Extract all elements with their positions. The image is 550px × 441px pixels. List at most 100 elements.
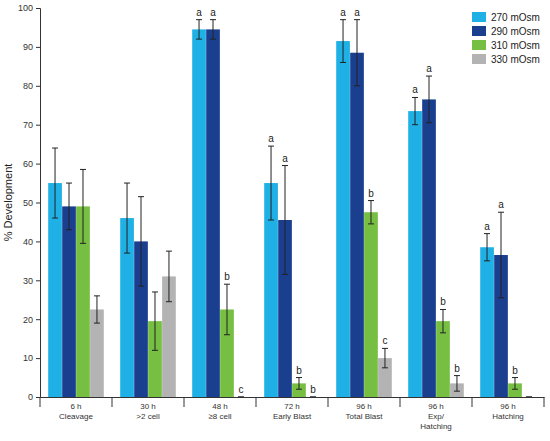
error-cap xyxy=(412,124,418,125)
legend-label: 290 mOsm xyxy=(491,26,540,37)
error-cap xyxy=(382,348,388,349)
x-tick-label-line: 6 h xyxy=(70,402,81,411)
y-tick-label: 80 xyxy=(23,81,33,91)
y-tick-label: 20 xyxy=(23,315,33,325)
x-axis-line xyxy=(41,397,545,398)
error-cap xyxy=(296,377,302,378)
significance-letter: a xyxy=(268,133,274,144)
error-cap xyxy=(238,397,244,398)
significance-letter: b xyxy=(368,188,374,199)
chart: aaaaaaaaaabbbbbcbcb010203040506070809010… xyxy=(0,0,550,441)
error-cap xyxy=(268,220,274,221)
error-stem xyxy=(213,20,214,39)
bar xyxy=(192,29,206,397)
legend-item: 330 mOsm xyxy=(472,54,540,65)
category-separator xyxy=(544,397,545,407)
error-cap xyxy=(94,323,100,324)
error-cap xyxy=(412,97,418,98)
error-bar xyxy=(310,397,316,398)
error-stem xyxy=(370,201,371,224)
y-tick-label: 70 xyxy=(23,120,33,130)
error-cap xyxy=(224,284,230,285)
legend: 270 mOsm290 mOsm310 mOsm330 mOsm xyxy=(472,12,540,65)
y-tick-mark xyxy=(36,203,40,204)
x-tick-label: 96 hHatching xyxy=(492,402,524,421)
error-bar xyxy=(94,296,100,323)
significance-letter: c xyxy=(238,384,243,395)
error-bar xyxy=(224,284,230,335)
x-tick-label-line: >2 cell xyxy=(136,412,160,421)
x-tick-label-line: 96 h xyxy=(428,402,444,411)
significance-letter: a xyxy=(354,7,360,18)
x-tick-label-line: Hatching xyxy=(492,412,524,421)
error-cap xyxy=(210,19,216,20)
error-stem xyxy=(141,197,142,286)
bar xyxy=(62,206,76,397)
y-tick: 100 xyxy=(18,3,40,13)
error-bar xyxy=(238,397,244,398)
y-tick-mark xyxy=(36,125,40,126)
x-tick-label-line: 48 h xyxy=(212,402,228,411)
significance-letter: a xyxy=(196,7,202,18)
error-cap xyxy=(454,391,460,392)
error-cap xyxy=(196,39,202,40)
x-tick-label-line: 96 h xyxy=(356,402,372,411)
y-tick-mark xyxy=(36,47,40,48)
error-stem xyxy=(226,284,227,335)
error-stem xyxy=(271,146,272,220)
error-cap xyxy=(440,309,446,310)
x-tick-label-line: Total Blast xyxy=(346,412,384,421)
category-separator xyxy=(112,397,113,407)
y-tick-label: 0 xyxy=(28,392,33,402)
error-bar xyxy=(152,292,158,350)
error-cap xyxy=(454,375,460,376)
bar xyxy=(480,247,494,397)
error-cap xyxy=(152,291,158,292)
y-tick: 40 xyxy=(23,237,40,247)
error-cap xyxy=(52,218,58,219)
y-axis: 0102030405060708090100 xyxy=(18,3,41,402)
x-tick-label-line: 30 h xyxy=(140,402,156,411)
y-tick-label: 10 xyxy=(23,353,33,363)
y-tick: 30 xyxy=(23,276,40,286)
legend-label: 310 mOsm xyxy=(491,40,540,51)
error-bar xyxy=(368,201,374,224)
error-cap xyxy=(124,253,130,254)
bar xyxy=(422,99,436,397)
error-cap xyxy=(152,350,158,351)
error-cap xyxy=(368,223,374,224)
error-cap xyxy=(498,297,504,298)
error-cap xyxy=(310,397,316,398)
error-stem xyxy=(384,348,385,367)
category-separator xyxy=(184,397,185,407)
x-tick: 72 hEarly Blast xyxy=(273,397,312,421)
y-tick-label: 100 xyxy=(18,3,33,13)
error-cap xyxy=(124,183,130,184)
letters: aaaaaaaaaabbbbbcbcb xyxy=(196,7,518,395)
error-stem xyxy=(96,296,97,323)
y-tick: 90 xyxy=(23,42,40,52)
error-cap xyxy=(196,19,202,20)
error-cap xyxy=(526,397,532,398)
error-cap xyxy=(382,367,388,368)
bar xyxy=(350,53,364,397)
error-bar xyxy=(138,197,144,286)
error-bar xyxy=(454,376,460,392)
error-stem xyxy=(429,76,430,123)
error-bar xyxy=(80,169,86,243)
significance-letter: a xyxy=(210,7,216,18)
error-stem xyxy=(487,234,488,261)
error-bar xyxy=(354,20,360,86)
x-tick-label-line: Cleavage xyxy=(59,412,93,421)
error-cap xyxy=(512,389,518,390)
y-tick: 50 xyxy=(23,198,40,208)
y-axis-line xyxy=(36,9,41,398)
significance-letter: a xyxy=(426,63,432,74)
error-bar xyxy=(484,234,490,261)
error-stem xyxy=(357,20,358,86)
significance-letter: a xyxy=(412,84,418,95)
error-cap xyxy=(296,389,302,390)
y-tick-mark xyxy=(36,397,40,398)
error-stem xyxy=(69,183,70,230)
category-separator xyxy=(40,397,41,407)
